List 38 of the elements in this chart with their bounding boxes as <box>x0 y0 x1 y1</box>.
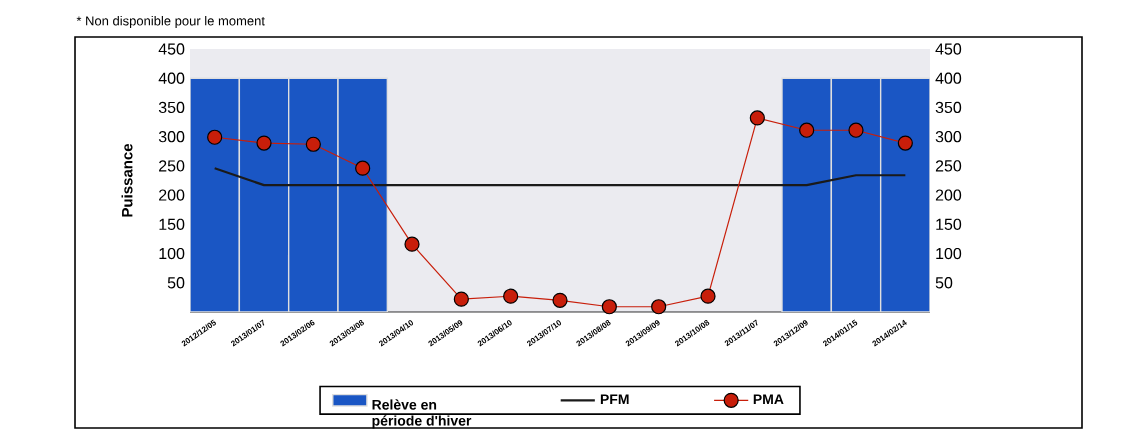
y-tick-label: 350 <box>158 101 185 114</box>
legend-label: PFM <box>600 394 629 405</box>
point <box>305 136 321 152</box>
point <box>355 160 371 176</box>
y2-tick-label: 350 <box>935 101 962 114</box>
legend-label: PMA <box>753 394 784 405</box>
y-tick-label: 100 <box>159 247 185 260</box>
y2-tick-label: 200 <box>935 189 962 201</box>
y2-tick-label: 250 <box>935 160 962 172</box>
y-tick-label: 300 <box>158 131 185 143</box>
y2-tick-label: 100 <box>936 247 962 260</box>
y-tick-label: 400 <box>158 72 185 84</box>
point <box>601 299 617 315</box>
point <box>700 288 716 304</box>
y-tick-label: 150 <box>159 218 185 230</box>
y2-tick-label: 50 <box>935 277 953 289</box>
point <box>453 291 469 307</box>
y2-tick-label: 300 <box>935 131 962 143</box>
y-tick-label: 250 <box>159 160 185 172</box>
point <box>503 288 519 304</box>
point <box>848 122 864 138</box>
y-tick-label: 50 <box>167 277 185 289</box>
point <box>897 135 913 151</box>
y2-tick-label: 450 <box>935 43 962 55</box>
y-tick-label: 450 <box>158 43 185 55</box>
text: * Non disponible pour le moment <box>76 15 265 29</box>
point <box>749 110 765 126</box>
legend-label: Relève en période d'hiver <box>372 399 472 429</box>
point <box>256 135 272 151</box>
point <box>799 122 815 138</box>
y2-tick-label: 400 <box>935 72 962 84</box>
point <box>651 299 667 315</box>
point <box>404 236 420 252</box>
y-tick-label: 200 <box>159 189 185 201</box>
y-axis-title: Puissance <box>121 143 133 217</box>
point <box>207 129 223 145</box>
y2-tick-label: 150 <box>936 218 962 230</box>
point <box>552 292 568 308</box>
